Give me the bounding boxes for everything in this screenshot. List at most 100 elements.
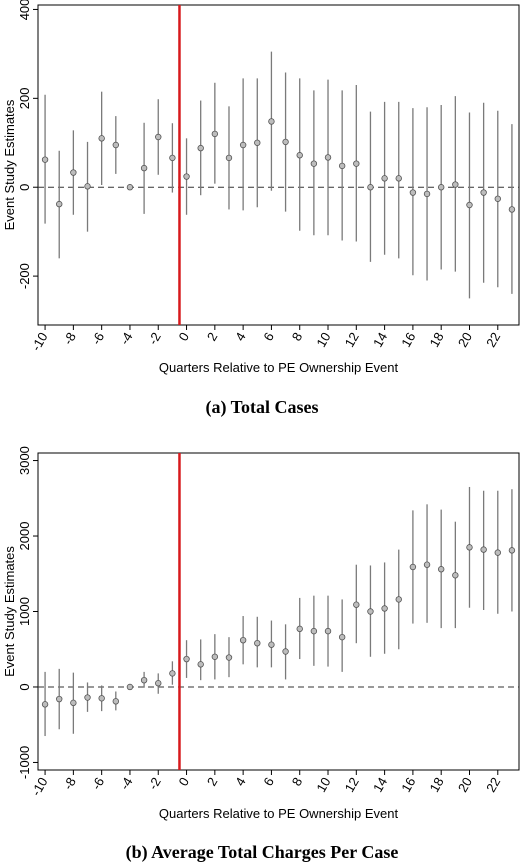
estimate-point xyxy=(197,661,204,668)
x-tick-label: 12 xyxy=(342,330,362,350)
estimate-point xyxy=(494,549,501,556)
estimate-point xyxy=(70,699,77,707)
estimate-point xyxy=(437,566,445,573)
estimate-point xyxy=(452,181,459,188)
estimate-point xyxy=(155,680,162,687)
estimate-point xyxy=(112,141,120,149)
panel-caption: (b) Average Total Charges Per Case xyxy=(126,842,399,863)
estimate-point xyxy=(155,133,162,141)
x-tick-label: 18 xyxy=(427,775,447,795)
estimate-point xyxy=(282,138,289,146)
estimate-point xyxy=(183,655,190,663)
x-axis-title: Quarters Relative to PE Ownership Event xyxy=(159,806,399,821)
x-tick-label: 10 xyxy=(313,330,333,350)
x-tick-label: 2 xyxy=(204,775,221,789)
estimate-point xyxy=(466,544,473,551)
y-axis-title: Event Study Estimates xyxy=(2,99,17,230)
estimate-point xyxy=(480,189,487,196)
panel-caption: (a) Total Cases xyxy=(205,397,318,418)
estimate-point xyxy=(126,184,134,191)
estimate-point xyxy=(353,160,360,167)
estimate-point xyxy=(254,139,261,146)
y-tick-label: 0 xyxy=(17,184,32,191)
estimate-point xyxy=(268,641,275,648)
y-tick-label: -200 xyxy=(17,263,32,289)
estimate-point xyxy=(338,162,346,170)
x-tick-label: 18 xyxy=(427,330,447,350)
y-axis-title: Event Study Estimates xyxy=(2,546,17,677)
estimate-point xyxy=(395,175,402,182)
estimate-point xyxy=(494,195,501,202)
estimate-point xyxy=(353,601,360,608)
estimate-point xyxy=(508,206,516,213)
estimate-point xyxy=(310,627,318,635)
estimate-point xyxy=(41,156,49,163)
x-tick-label: -10 xyxy=(28,330,50,354)
estimate-point xyxy=(225,654,233,661)
estimate-point xyxy=(98,135,105,142)
estimate-point xyxy=(211,130,219,138)
y-tick-label: 0 xyxy=(17,683,32,690)
estimate-point xyxy=(56,200,63,208)
x-tick-label: 8 xyxy=(289,775,306,789)
estimate-point xyxy=(296,625,303,633)
estimate-point xyxy=(268,118,275,125)
x-tick-label: 0 xyxy=(176,775,193,789)
estimate-point xyxy=(112,698,120,705)
estimate-point xyxy=(197,144,204,152)
y-tick-label: 1000 xyxy=(17,597,32,626)
estimate-point xyxy=(169,670,176,677)
estimate-point xyxy=(367,184,374,191)
estimate-point xyxy=(508,547,516,554)
x-tick-label: -4 xyxy=(117,775,136,793)
estimate-point xyxy=(239,141,247,149)
estimate-point xyxy=(338,633,346,641)
estimate-point xyxy=(423,561,431,568)
estimate-point xyxy=(126,683,134,691)
x-tick-label: 16 xyxy=(398,330,418,350)
x-tick-label: 22 xyxy=(483,775,503,795)
estimate-point xyxy=(84,694,91,701)
plot-frame xyxy=(37,4,520,326)
x-tick-label: 20 xyxy=(455,330,475,350)
x-tick-label: 6 xyxy=(260,330,277,344)
estimate-point xyxy=(239,636,247,644)
estimate-point xyxy=(437,184,445,191)
estimate-point xyxy=(41,701,49,708)
estimate-point xyxy=(310,160,318,167)
x-tick-label: -8 xyxy=(60,775,79,793)
x-tick-label: -2 xyxy=(145,775,164,793)
estimate-point xyxy=(211,653,219,660)
x-tick-label: 16 xyxy=(398,775,418,795)
estimate-point xyxy=(140,676,148,684)
estimate-point xyxy=(367,608,374,615)
x-tick-label: 2 xyxy=(204,330,221,344)
estimate-point xyxy=(324,154,332,161)
estimate-point xyxy=(225,154,233,162)
estimate-point xyxy=(480,546,487,553)
x-tick-label: 22 xyxy=(483,330,503,350)
x-tick-label: 4 xyxy=(232,775,249,789)
x-tick-label: -6 xyxy=(88,775,107,793)
estimate-point xyxy=(296,152,303,159)
x-tick-label: 14 xyxy=(370,330,390,350)
x-tick-label: 4 xyxy=(232,330,249,344)
estimate-point xyxy=(466,201,473,209)
y-tick-label: 200 xyxy=(17,87,32,109)
estimate-point xyxy=(381,605,388,612)
x-tick-label: -6 xyxy=(88,330,107,348)
estimate-point xyxy=(409,189,417,196)
x-tick-label: -8 xyxy=(60,330,79,348)
estimate-point xyxy=(381,175,388,182)
estimate-point xyxy=(70,169,77,176)
x-tick-label: 12 xyxy=(342,775,362,795)
y-tick-label: 400 xyxy=(17,0,32,20)
x-tick-label: -4 xyxy=(117,330,136,348)
x-tick-label: 20 xyxy=(455,775,475,795)
y-tick-label: 3000 xyxy=(17,446,32,475)
estimate-point xyxy=(452,572,459,579)
estimate-point xyxy=(423,190,431,198)
y-tick-label: 2000 xyxy=(17,522,32,551)
